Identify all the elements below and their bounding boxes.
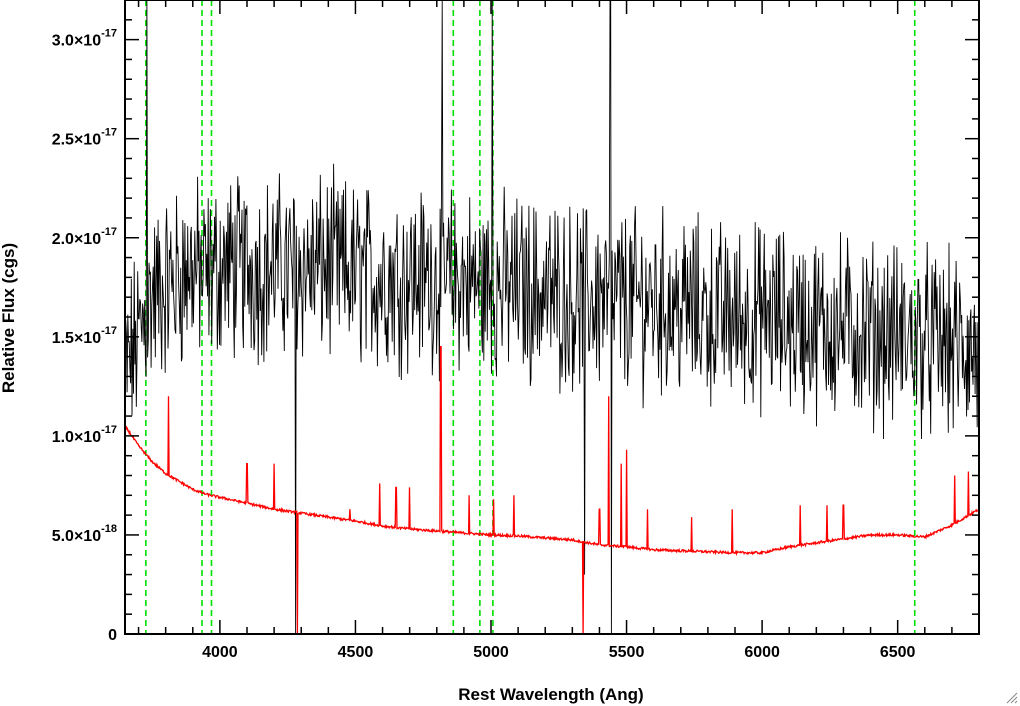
y-tick-label: 1.0×10-17 xyxy=(52,424,117,446)
spectrum-line xyxy=(125,0,979,634)
x-tick-label: 4000 xyxy=(202,644,238,661)
x-tick-label: 5500 xyxy=(609,644,645,661)
y-tick-label: 1.5×10-17 xyxy=(52,325,117,347)
y-axis-title: Relative Flux (cgs) xyxy=(0,243,18,393)
y-tick-label: 0 xyxy=(108,627,117,644)
x-tick-label: 6000 xyxy=(744,644,780,661)
x-axis-title: Rest Wavelength (Ang) xyxy=(458,685,643,704)
resize-grip-icon[interactable] xyxy=(1006,692,1018,704)
axes-layer: 4000 4500 5000 5500 6000 6500 0 5.0×10-18 1.0×10… xyxy=(52,0,980,661)
x-tick-label: 5000 xyxy=(473,644,509,661)
error-spectrum-line xyxy=(125,346,979,634)
data-layer xyxy=(125,0,979,634)
x-tick-label: 4500 xyxy=(338,644,374,661)
y-tick-label: 5.0×10-18 xyxy=(52,523,117,545)
y-tick-label: 3.0×10-17 xyxy=(52,28,117,50)
x-tick-label: 6500 xyxy=(880,644,916,661)
y-tick-label: 2.0×10-17 xyxy=(52,226,117,248)
y-tick-label: 2.5×10-17 xyxy=(52,127,117,149)
